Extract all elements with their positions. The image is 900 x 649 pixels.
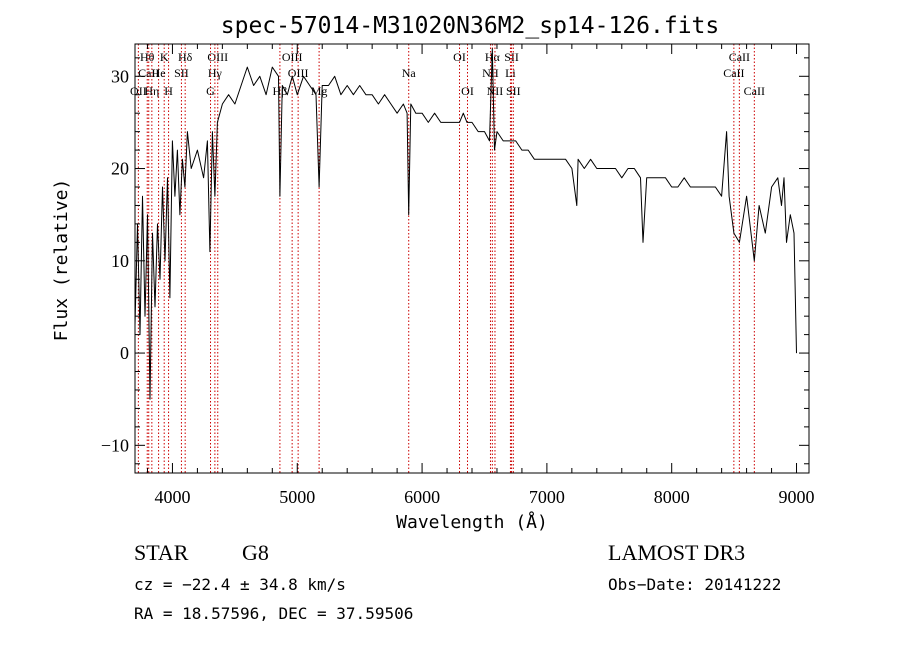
x-tick-label-9000: 9000 — [779, 487, 815, 507]
y-tick-label-20: 20 — [111, 159, 129, 179]
marker-label-22: SII — [504, 50, 519, 64]
y-tick-label-30: 30 — [111, 66, 129, 86]
redshift-cz: cz = −22.4 ± 34.8 km/s — [134, 575, 346, 594]
plot-frame — [134, 43, 810, 474]
x-axis-label: Wavelength (Å) — [396, 511, 548, 533]
spectrum-line — [134, 48, 797, 400]
marker-label-25: CaII — [729, 50, 750, 64]
object-class: STAR — [134, 540, 189, 565]
marker-label-6: H — [164, 84, 173, 98]
y-tick-label-10: 10 — [111, 251, 129, 271]
observation-date: Obs−Date: 20141222 — [608, 575, 782, 594]
marker-label-3: Hη — [144, 84, 159, 98]
y-axis-label: Flux (relative) — [51, 179, 72, 342]
sky-coordinates: RA = 18.57596, DEC = 37.59506 — [134, 604, 414, 623]
marker-label-15: Mg — [311, 84, 328, 98]
marker-label-27: CaII — [744, 84, 765, 98]
marker-label-11: G — [206, 84, 215, 98]
marker-label-4: K — [160, 50, 169, 64]
x-tick-label-7000: 7000 — [529, 487, 565, 507]
chart-title: spec-57014-M31020N36M2_sp14-126.fits — [221, 13, 720, 39]
marker-label-12: OIII — [282, 50, 303, 64]
marker-label-8: Hδ — [178, 50, 193, 64]
marker-label-7: SII — [174, 66, 189, 80]
marker-label-24: SII — [506, 84, 521, 98]
marker-label-5: He — [152, 66, 166, 80]
spectrum-series — [134, 48, 797, 400]
axis-ticks: 4000 5000 6000 7000 8000 9000 −10 0 10 20 30 — [101, 44, 815, 507]
x-tick-label-4000: 4000 — [154, 487, 190, 507]
marker-label-21: NII — [487, 84, 504, 98]
marker-label-16: Na — [402, 66, 417, 80]
y-tick-label--10: −10 — [101, 435, 129, 455]
y-tick-label-0: 0 — [120, 343, 129, 363]
marker-label-26: CaII — [723, 66, 744, 80]
marker-label-9: OIII — [207, 50, 228, 64]
marker-label-1: Hθ — [140, 50, 155, 64]
survey-name: LAMOST DR3 — [608, 540, 746, 565]
marker-label-0: OII — [130, 84, 147, 98]
spectral-subclass: G8 — [242, 540, 269, 565]
x-tick-label-6000: 6000 — [404, 487, 440, 507]
marker-label-20: NII — [482, 66, 499, 80]
marker-label-10: Hγ — [208, 66, 223, 80]
x-tick-label-8000: 8000 — [654, 487, 690, 507]
marker-label-23: Li — [505, 66, 516, 80]
marker-label-13: OIII — [288, 66, 309, 80]
marker-label-18: OI — [461, 84, 474, 98]
x-tick-label-5000: 5000 — [279, 487, 315, 507]
marker-label-17: OI — [453, 50, 466, 64]
